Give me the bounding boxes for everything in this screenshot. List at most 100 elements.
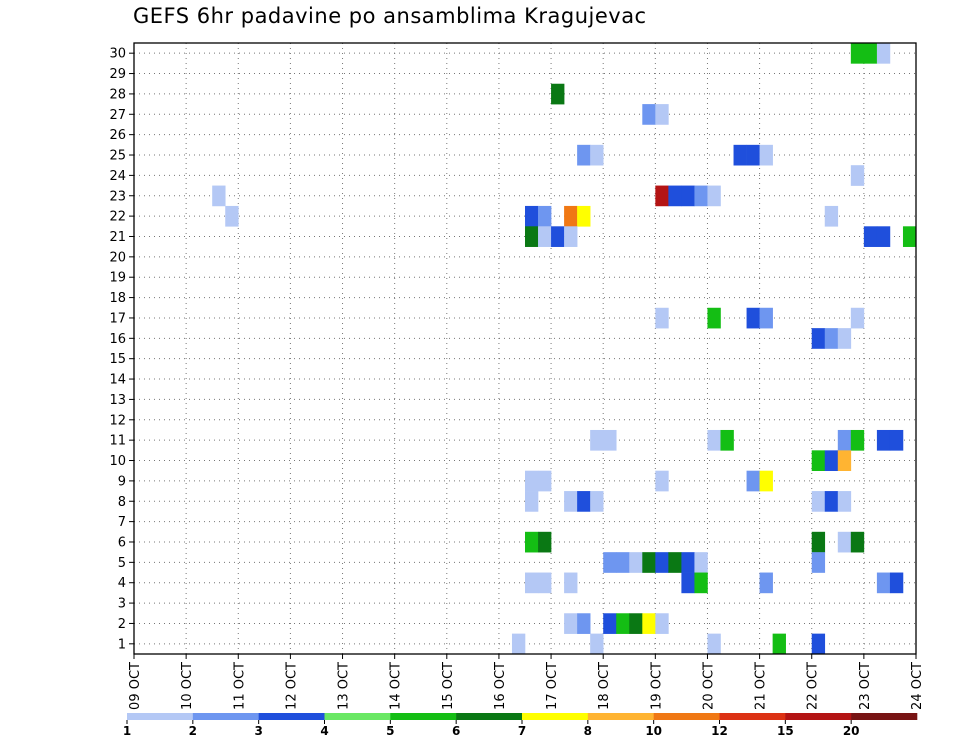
heatmap-cell bbox=[694, 552, 708, 573]
x-tick-label: 11 OCT bbox=[232, 662, 247, 710]
y-tick-label: 11 bbox=[109, 434, 126, 449]
heatmap-cell bbox=[642, 613, 656, 634]
heatmap-cell bbox=[694, 185, 708, 207]
heatmap-cell bbox=[759, 144, 773, 166]
heatmap-cell bbox=[863, 226, 878, 247]
y-tick-label: 17 bbox=[109, 311, 126, 326]
colorbar-segment bbox=[192, 713, 259, 720]
heatmap-cell bbox=[850, 307, 865, 329]
heatmap-cell bbox=[824, 328, 839, 349]
heatmap-cell bbox=[564, 226, 578, 247]
heatmap-cell bbox=[746, 307, 760, 329]
heatmap-cell bbox=[668, 185, 682, 207]
heatmap-cell bbox=[707, 307, 721, 329]
y-tick-label: 6 bbox=[118, 535, 126, 550]
heatmap-cell bbox=[837, 328, 852, 349]
x-tick-label: 10 OCT bbox=[180, 662, 195, 710]
heatmap-cell bbox=[707, 633, 721, 655]
colorbar-label: 4 bbox=[320, 724, 328, 738]
heatmap-cell bbox=[850, 43, 865, 64]
heatmap-cell bbox=[772, 633, 786, 655]
heatmap-cell bbox=[642, 552, 656, 573]
heatmap-cell bbox=[837, 531, 852, 553]
heatmap-cell bbox=[629, 613, 643, 634]
colorbar-label: 8 bbox=[584, 724, 592, 738]
colorbar-label: 10 bbox=[645, 724, 662, 738]
y-tick-label: 20 bbox=[109, 250, 126, 265]
heatmap-cell bbox=[863, 43, 878, 64]
heatmap-cell bbox=[759, 307, 773, 329]
heatmap-cell bbox=[811, 491, 826, 512]
colorbar-segment bbox=[587, 713, 654, 720]
colorbar-label: 3 bbox=[254, 724, 262, 738]
heatmap-cell bbox=[824, 205, 839, 227]
y-tick-label: 23 bbox=[109, 189, 126, 204]
heatmap-cell bbox=[616, 613, 630, 634]
heatmap-cell bbox=[876, 226, 891, 247]
heatmap-cell bbox=[837, 491, 852, 512]
colorbar-segment bbox=[456, 713, 523, 720]
heatmap-cell bbox=[538, 531, 552, 553]
heatmap-cell bbox=[525, 470, 539, 492]
heatmap-cell bbox=[655, 552, 669, 573]
heatmap-cell bbox=[837, 429, 852, 451]
colorbar-label: 5 bbox=[386, 724, 394, 738]
heatmap-cell bbox=[811, 633, 826, 655]
y-tick-label: 7 bbox=[118, 515, 126, 530]
colorbar-label: 7 bbox=[518, 724, 526, 738]
heatmap-cell bbox=[746, 470, 760, 492]
colorbar-label: 15 bbox=[777, 724, 794, 738]
heatmap-cell bbox=[850, 531, 865, 553]
heatmap-cell bbox=[694, 572, 708, 594]
heatmap-cell bbox=[525, 491, 539, 512]
heatmap-cell bbox=[538, 572, 552, 594]
colorbar-label: 1 bbox=[123, 724, 131, 738]
heatmap-cell bbox=[733, 144, 747, 166]
y-tick-label: 21 bbox=[109, 230, 126, 245]
heatmap-cell bbox=[850, 429, 865, 451]
y-tick-label: 13 bbox=[109, 393, 126, 408]
heatmap-cell bbox=[551, 83, 565, 105]
x-tick-label: 16 OCT bbox=[493, 662, 508, 710]
heatmap-cell bbox=[655, 104, 669, 125]
x-tick-label: 23 OCT bbox=[858, 662, 873, 710]
plot-frame bbox=[133, 42, 917, 655]
heatmap-cell bbox=[746, 144, 760, 166]
heatmap-cell bbox=[212, 185, 226, 207]
y-tick-label: 27 bbox=[109, 108, 126, 123]
y-tick-label: 28 bbox=[109, 87, 126, 102]
heatmap-cell bbox=[707, 429, 721, 451]
y-tick-label: 8 bbox=[118, 495, 126, 510]
heatmap-cell bbox=[811, 328, 826, 349]
heatmap-cell bbox=[525, 572, 539, 594]
x-tick-label: 22 OCT bbox=[806, 662, 821, 710]
x-tick-label: 17 OCT bbox=[545, 662, 560, 710]
x-tick-label: 21 OCT bbox=[754, 662, 769, 710]
heatmap-cell bbox=[603, 429, 617, 451]
x-tick-label: 19 OCT bbox=[649, 662, 664, 710]
heatmap-cell bbox=[811, 450, 826, 471]
colorbar-segment bbox=[851, 713, 918, 720]
heatmap-cell bbox=[655, 307, 669, 329]
heatmap-cell bbox=[225, 205, 239, 227]
heatmap-cell bbox=[616, 552, 630, 573]
colorbar-segment bbox=[785, 713, 852, 720]
heatmap-cell bbox=[577, 613, 591, 634]
heatmap-cell bbox=[837, 450, 852, 471]
y-tick-label: 5 bbox=[118, 556, 126, 571]
y-tick-label: 4 bbox=[118, 576, 126, 591]
y-tick-label: 3 bbox=[118, 597, 126, 612]
heatmap-cell bbox=[720, 429, 734, 451]
heatmap-cell bbox=[538, 470, 552, 492]
colorbar-label: 2 bbox=[189, 724, 197, 738]
y-tick-label: 14 bbox=[109, 373, 126, 388]
heatmap-cell bbox=[577, 491, 591, 512]
heatmap-cell bbox=[668, 552, 682, 573]
colorbar-segment bbox=[653, 713, 720, 720]
heatmap-cell bbox=[590, 633, 604, 655]
y-tick-label: 30 bbox=[109, 47, 126, 62]
heatmap-cell bbox=[876, 43, 891, 64]
colorbar-label: 6 bbox=[452, 724, 460, 738]
y-tick-label: 1 bbox=[118, 637, 126, 652]
